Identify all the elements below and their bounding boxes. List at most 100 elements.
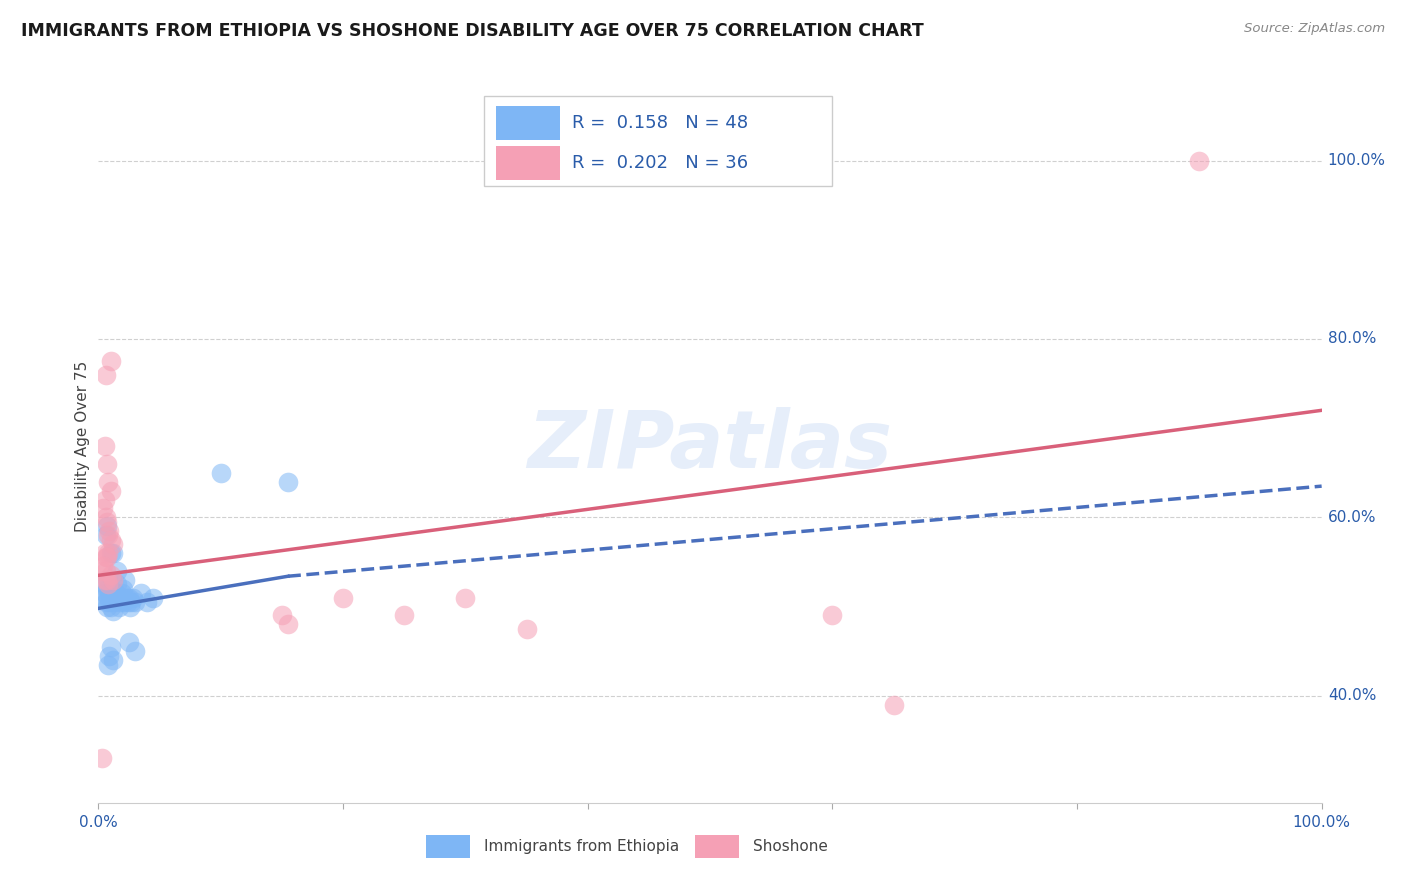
Point <box>821 608 844 623</box>
Point <box>100 546 122 560</box>
Point <box>277 617 299 632</box>
Point <box>111 591 134 605</box>
Point <box>120 599 142 614</box>
Point <box>392 608 416 623</box>
Point <box>110 595 132 609</box>
Text: ZIPatlas: ZIPatlas <box>527 407 893 485</box>
Text: 40.0%: 40.0% <box>1327 689 1376 703</box>
Point <box>129 586 152 600</box>
Point <box>97 591 120 605</box>
Point <box>332 591 354 605</box>
FancyBboxPatch shape <box>696 835 740 858</box>
Point <box>454 591 477 605</box>
Point <box>93 492 115 507</box>
Point <box>93 577 115 591</box>
Point <box>111 586 134 600</box>
Text: 60.0%: 60.0% <box>1327 510 1376 524</box>
Point <box>883 698 905 712</box>
Point <box>108 599 131 614</box>
Point <box>100 582 122 596</box>
Text: 80.0%: 80.0% <box>1327 332 1376 346</box>
Point <box>105 577 128 591</box>
Point <box>270 608 294 623</box>
Text: R =  0.158   N = 48: R = 0.158 N = 48 <box>572 114 748 132</box>
Point <box>124 644 146 658</box>
Point <box>105 564 128 578</box>
Point <box>93 586 115 600</box>
Point <box>98 595 121 609</box>
Point <box>97 528 120 542</box>
Point <box>118 591 141 605</box>
Point <box>91 559 114 574</box>
Point <box>101 604 124 618</box>
Point <box>112 595 135 609</box>
FancyBboxPatch shape <box>496 106 560 140</box>
Point <box>98 586 121 600</box>
Point <box>94 564 117 578</box>
Point <box>115 591 138 605</box>
Text: Immigrants from Ethiopia: Immigrants from Ethiopia <box>484 838 679 854</box>
Point <box>93 546 115 560</box>
Point <box>117 595 139 609</box>
Point <box>100 599 122 614</box>
Point <box>98 524 121 538</box>
Point <box>91 501 114 516</box>
Point <box>97 657 120 672</box>
Point <box>142 591 165 605</box>
Point <box>277 475 299 489</box>
Point <box>100 640 122 654</box>
Point <box>96 573 118 587</box>
Point <box>103 595 125 609</box>
Point <box>94 510 117 524</box>
Point <box>209 466 232 480</box>
Y-axis label: Disability Age Over 75: Disability Age Over 75 <box>75 360 90 532</box>
Point <box>91 564 114 578</box>
FancyBboxPatch shape <box>496 146 560 180</box>
Point <box>101 573 124 587</box>
Point <box>100 354 122 368</box>
Point <box>91 591 114 605</box>
Point <box>96 599 118 614</box>
Text: R =  0.202   N = 36: R = 0.202 N = 36 <box>572 154 748 172</box>
Text: 100.0%: 100.0% <box>1327 153 1386 168</box>
Point <box>97 577 120 591</box>
Point <box>94 595 117 609</box>
Text: Source: ZipAtlas.com: Source: ZipAtlas.com <box>1244 22 1385 36</box>
Point <box>96 519 118 533</box>
Point <box>118 635 141 649</box>
Point <box>97 546 120 560</box>
Point <box>96 457 118 471</box>
Point <box>114 573 136 587</box>
Point <box>101 653 124 667</box>
Point <box>100 483 122 498</box>
Point <box>100 568 122 582</box>
Point <box>93 573 115 587</box>
Point <box>97 475 120 489</box>
Point <box>101 546 124 560</box>
Point <box>96 550 118 565</box>
Point <box>515 622 537 636</box>
Point <box>136 595 159 609</box>
Point <box>101 591 124 605</box>
Point <box>101 537 124 551</box>
Point <box>96 582 118 596</box>
FancyBboxPatch shape <box>426 835 470 858</box>
Point <box>107 591 129 605</box>
Point <box>91 751 114 765</box>
Point <box>120 595 142 609</box>
Point <box>94 550 117 565</box>
Point <box>111 582 134 596</box>
Text: IMMIGRANTS FROM ETHIOPIA VS SHOSHONE DISABILITY AGE OVER 75 CORRELATION CHART: IMMIGRANTS FROM ETHIOPIA VS SHOSHONE DIS… <box>21 22 924 40</box>
Point <box>97 573 120 587</box>
Point <box>121 591 143 605</box>
Point <box>124 595 146 609</box>
Point <box>96 515 118 529</box>
Point <box>94 368 117 382</box>
Text: Shoshone: Shoshone <box>752 838 828 854</box>
Point <box>100 533 122 547</box>
Point <box>1188 153 1211 168</box>
Point <box>98 648 121 663</box>
Point <box>93 439 115 453</box>
Point <box>104 586 127 600</box>
FancyBboxPatch shape <box>484 96 832 186</box>
